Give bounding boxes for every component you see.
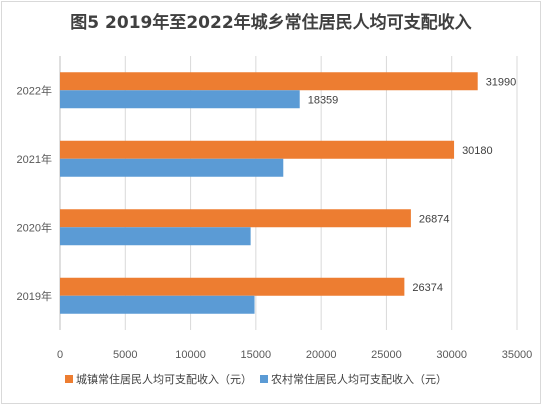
legend-swatch: [260, 375, 268, 383]
legend: 城镇常住居民人均可支配收入（元） 农村常住居民人均可支配收入（元）: [65, 372, 447, 386]
rural-bar: [60, 227, 251, 246]
urban-bar: [60, 277, 405, 296]
legend-label: 农村常住居民人均可支配收入（元）: [271, 372, 447, 386]
x-tick-label: 0: [57, 349, 63, 361]
data-label: 31990: [486, 76, 517, 88]
urban-bar: [60, 72, 478, 91]
x-tick-label: 35000: [502, 349, 533, 361]
rural-bar: [60, 158, 284, 177]
legend-swatch: [65, 375, 73, 383]
chart-title: 图5 2019年至2022年城乡常住居民人均可支配收入: [70, 13, 472, 33]
data-labels: 31990 18359 30180 26874 26374: [308, 76, 517, 294]
rural-bar: [60, 295, 255, 314]
data-label: 30180: [462, 145, 493, 157]
x-tick-label: 30000: [436, 349, 467, 361]
x-tick-label: 25000: [371, 349, 402, 361]
y-tick-label: 2020年: [17, 220, 52, 234]
rural-bar: [60, 90, 300, 109]
bars: [60, 72, 478, 314]
data-label: 26374: [412, 282, 443, 294]
urban-bar: [60, 209, 411, 228]
data-label: 26874: [419, 213, 450, 225]
y-tick-label: 2019年: [17, 289, 52, 303]
data-label: 18359: [308, 94, 339, 106]
y-tick-label: 2022年: [17, 83, 52, 97]
legend-label: 城镇常住居民人均可支配收入（元）: [76, 372, 252, 386]
x-tick-label: 5000: [113, 349, 137, 361]
x-tick-label: 10000: [175, 349, 206, 361]
x-axis-labels: 0 5000 10000 15000 20000 25000 30000 35000: [57, 349, 532, 361]
x-tick-label: 20000: [306, 349, 337, 361]
y-tick-label: 2021年: [17, 152, 52, 166]
urban-bar: [60, 140, 455, 159]
y-axis-labels: 2022年 2021年 2020年 2019年: [17, 83, 52, 303]
x-tick-label: 15000: [241, 349, 272, 361]
